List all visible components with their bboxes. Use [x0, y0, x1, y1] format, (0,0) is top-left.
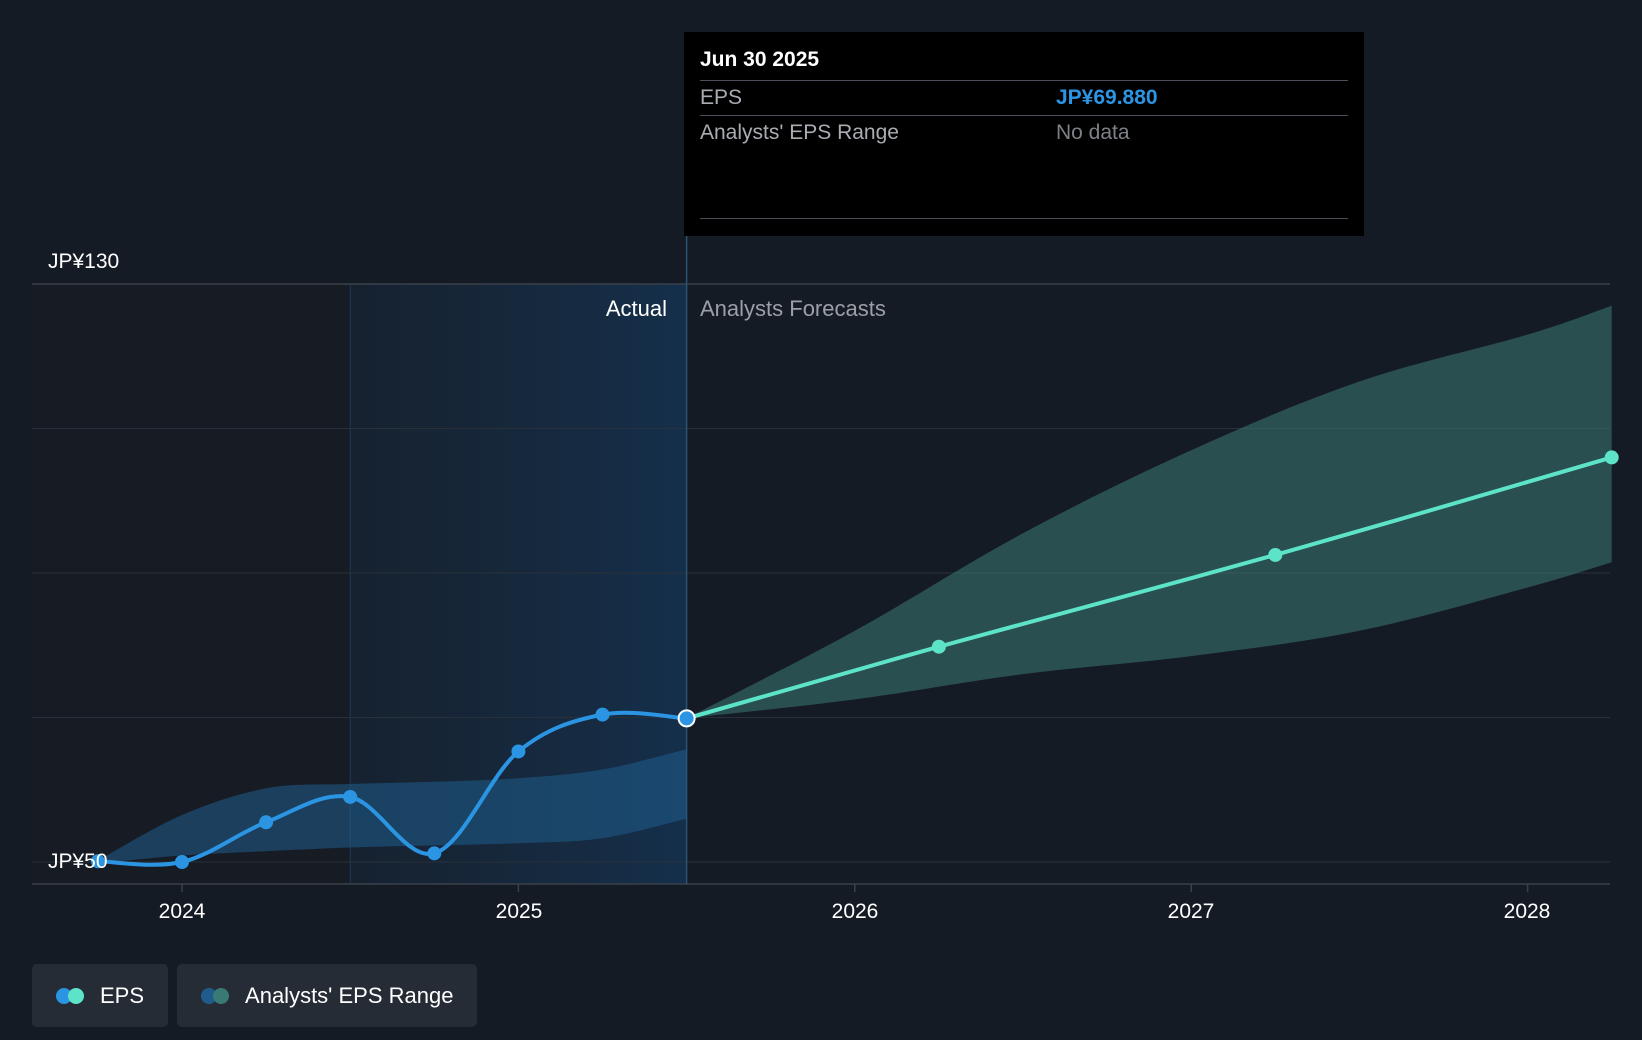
legend-range-button[interactable]: Analysts' EPS Range — [177, 964, 478, 1027]
eps-highlight-point — [677, 709, 696, 728]
eps-actual-point — [90, 854, 105, 869]
x-tick-2024: 2024 — [159, 900, 206, 923]
eps-actual-point — [343, 789, 358, 804]
y-axis-label-top: JP¥130 — [48, 250, 119, 273]
tooltip-eps-label: EPS — [700, 86, 743, 109]
eps-forecast-line — [684, 455, 1614, 721]
eps-actual-point — [427, 846, 442, 861]
hover-tooltip: Jun 30 2025 EPS JP¥69.880 Analysts' EPS … — [684, 32, 1364, 236]
analysts-eps-range-forecast-area — [686, 305, 1612, 719]
tooltip-eps-row: EPS JP¥69.880 — [700, 80, 1348, 115]
x-tick-2028: 2028 — [1504, 900, 1551, 923]
tooltip-range-value: No data — [1056, 121, 1130, 144]
analysts-eps-range-actual-area — [97, 749, 687, 864]
actual-section-label: Actual — [606, 296, 667, 321]
legend-eps-button[interactable]: EPS — [32, 964, 169, 1027]
y-axis-label-bottom: JP¥50 — [48, 850, 108, 873]
eps-legend-icon — [56, 987, 86, 1005]
legend-range-label: Analysts' EPS Range — [245, 982, 454, 1008]
eps-forecast-point — [1268, 547, 1283, 562]
eps-actual-point — [595, 707, 610, 722]
x-tick-2025: 2025 — [496, 900, 543, 923]
eps-forecast-point — [931, 639, 946, 654]
eps-actual-point — [175, 855, 189, 869]
legend-eps-label: EPS — [100, 982, 145, 1008]
tooltip-divider — [700, 218, 1348, 219]
tooltip-range-row: Analysts' EPS Range No data — [700, 115, 1348, 150]
tooltip-range-label: Analysts' EPS Range — [700, 121, 899, 144]
past-region-background — [32, 284, 351, 884]
chart-legend: EPS Analysts' EPS Range — [32, 964, 478, 1027]
eps-actual-line — [95, 710, 689, 867]
x-tick-2026: 2026 — [832, 900, 879, 923]
range-legend-icon — [201, 987, 231, 1005]
tooltip-date: Jun 30 2025 — [700, 48, 820, 71]
x-tick-2027: 2027 — [1168, 900, 1215, 923]
eps-actual-point — [511, 744, 526, 759]
eps-forecast-point — [1604, 450, 1619, 465]
tooltip-eps-value: JP¥69.880 — [1056, 86, 1158, 109]
forecast-section-label: Analysts Forecasts — [700, 296, 886, 321]
eps-actual-point — [259, 815, 274, 830]
